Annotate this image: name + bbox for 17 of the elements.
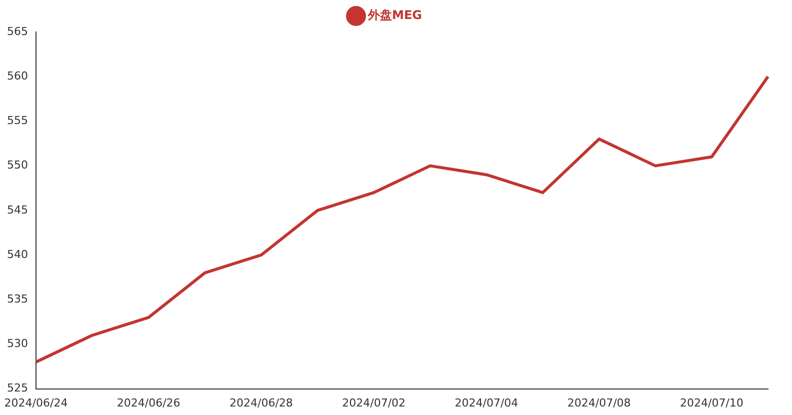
y-tick-label: 550 <box>6 158 28 172</box>
x-tick-label: 2024/06/24 <box>4 396 68 410</box>
x-tick-label: 2024/07/10 <box>680 396 744 410</box>
y-tick-label: 545 <box>6 203 28 216</box>
y-tick-label: 555 <box>6 114 28 128</box>
x-tick-label: 2024/06/26 <box>116 396 180 410</box>
x-tick-label: 2024/06/28 <box>230 396 293 410</box>
y-tick-label: 525 <box>6 382 28 395</box>
x-tick-label: 2024/07/04 <box>454 396 518 410</box>
x-tick-label: 2024/07/08 <box>567 396 631 410</box>
legend-label: 外盘MEG <box>367 8 422 22</box>
y-tick-label: 560 <box>6 69 28 82</box>
y-tick-label: 565 <box>6 24 28 38</box>
x-tick-label: 2024/07/02 <box>342 396 406 410</box>
y-tick-label: 535 <box>6 292 28 306</box>
y-tick-label: 540 <box>6 248 28 261</box>
y-tick-label: 530 <box>6 337 28 350</box>
